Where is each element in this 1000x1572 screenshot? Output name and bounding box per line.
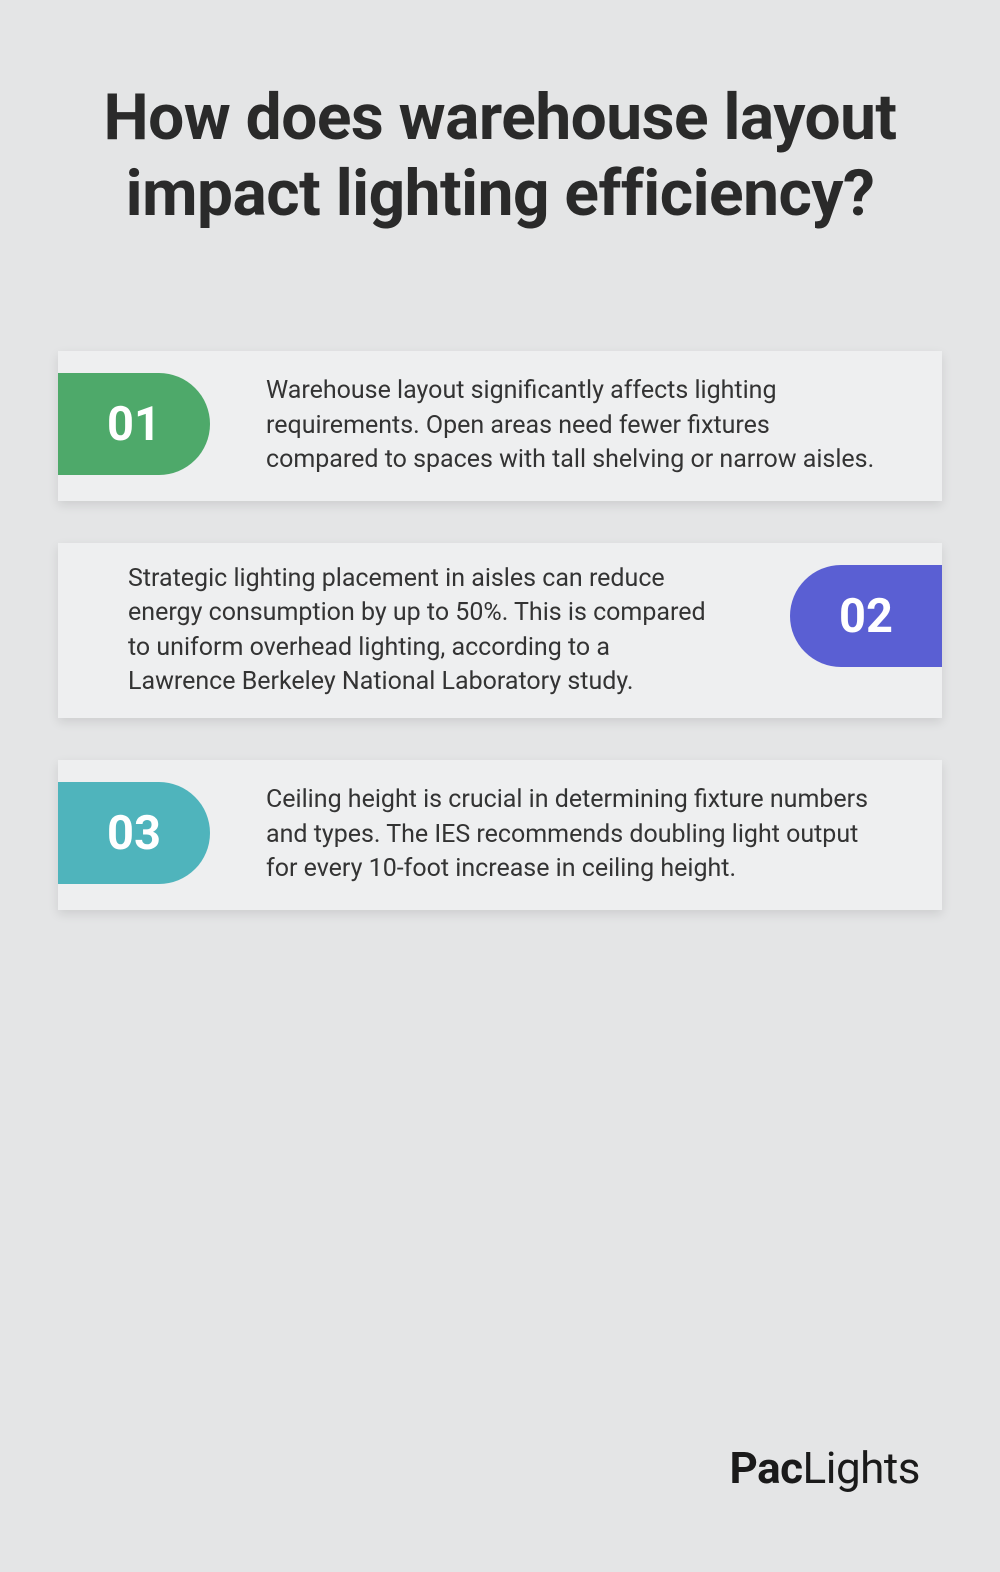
- card-02: 02 Strategic lighting placement in aisle…: [58, 543, 942, 718]
- card-02-text: Strategic lighting placement in aisles c…: [128, 562, 714, 700]
- infographic-title: How does warehouse layout impact lightin…: [58, 80, 942, 231]
- card-01-text: Warehouse layout significantly affects l…: [266, 374, 884, 478]
- card-01: 01 Warehouse layout significantly affect…: [58, 351, 942, 501]
- brand-logo-bold: Pac: [729, 1442, 802, 1494]
- cards-list: 01 Warehouse layout significantly affect…: [58, 351, 942, 910]
- brand-logo-light: Lights: [803, 1442, 920, 1494]
- card-03: 03 Ceiling height is crucial in determin…: [58, 760, 942, 910]
- brand-logo: PacLights: [729, 1442, 920, 1494]
- badge-02-number: 02: [839, 589, 893, 644]
- badge-03: 03: [58, 782, 210, 884]
- badge-01-number: 01: [107, 397, 161, 452]
- card-03-text: Ceiling height is crucial in determining…: [266, 783, 884, 887]
- badge-02: 02: [790, 565, 942, 667]
- badge-01: 01: [58, 373, 210, 475]
- badge-03-number: 03: [107, 806, 161, 861]
